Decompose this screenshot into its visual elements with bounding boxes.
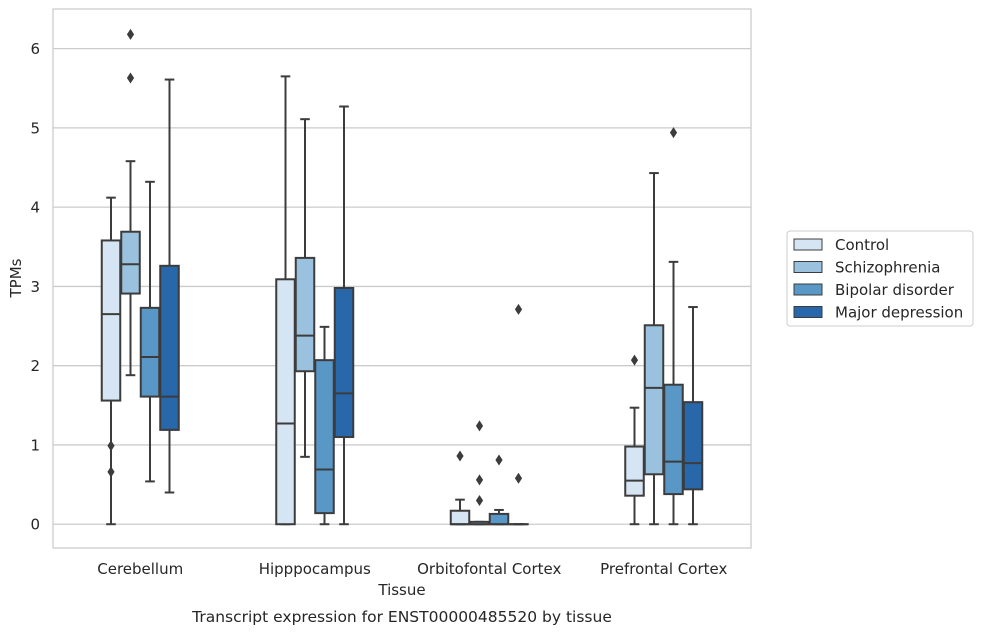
outlier-point (126, 72, 135, 84)
x-tick-label: Orbitofontal Cortex (417, 560, 561, 578)
legend: Control Schizophrenia Bipolar disorder Majo… (786, 230, 974, 327)
box (624, 445, 645, 497)
box-group (488, 454, 510, 526)
outlier-point (495, 454, 503, 466)
box-group (139, 180, 161, 483)
box (100, 239, 122, 402)
box-plots (100, 28, 704, 526)
legend-swatch (793, 238, 823, 251)
y-tick-label: 1 (30, 436, 40, 454)
box-group (333, 105, 355, 526)
box (643, 324, 665, 476)
x-axis-label: Tissue (377, 581, 425, 599)
box (159, 264, 180, 431)
box (294, 256, 316, 373)
outlier-point (126, 28, 135, 40)
chart-caption: Transcript expression for ENST0000048552… (191, 608, 612, 626)
box-group (159, 78, 180, 494)
x-tick-label: Cerebellum (97, 560, 183, 578)
box-group (469, 420, 490, 526)
box (314, 359, 335, 515)
legend-swatch (793, 261, 823, 273)
y-tick-label: 5 (30, 119, 40, 137)
legend-label: Bipolar disorder (835, 281, 955, 299)
outlier-point (107, 440, 115, 452)
legend-label: Major depression (835, 304, 963, 322)
outlier-point (475, 494, 484, 506)
outlier-point (475, 420, 484, 432)
y-tick-label: 4 (30, 199, 40, 217)
x-tick-label: Hipppocampus (259, 560, 371, 578)
box (488, 512, 510, 526)
box (682, 401, 704, 491)
x-tick-label: Prefrontal Cortex (600, 560, 727, 578)
outlier-point (475, 474, 484, 486)
x-tick-labels: Cerebellum Hipppocampus Orbitofontal Corte… (97, 560, 727, 578)
box (120, 230, 141, 295)
outlier-point (456, 450, 464, 462)
y-tick-labels: 0 1 2 3 4 5 6 (30, 40, 40, 534)
legend-label: Control (835, 236, 889, 254)
plot-frame (52, 8, 752, 549)
box (663, 383, 684, 496)
legend-swatch (793, 306, 823, 318)
box-group (100, 196, 122, 526)
outlier-point (630, 354, 639, 366)
box-group (275, 75, 296, 526)
box (139, 306, 161, 398)
y-tick-label: 2 (30, 357, 40, 375)
legend-swatch (793, 283, 823, 296)
box-group (643, 172, 665, 526)
box-group (294, 118, 316, 458)
outlier-point (514, 472, 523, 484)
y-tick-label: 3 (30, 278, 40, 296)
box-group (508, 303, 529, 526)
box-group (682, 306, 704, 526)
box-group (663, 127, 684, 526)
y-tick-label: 0 (30, 516, 40, 534)
outlier-point (514, 303, 523, 315)
outlier-point (107, 466, 115, 478)
box-group (120, 28, 141, 377)
box (449, 509, 471, 526)
box-group (449, 450, 471, 526)
y-axis-label: TPMs (7, 258, 25, 298)
legend-frame (786, 230, 974, 327)
outlier-point (669, 127, 678, 139)
y-tick-label: 6 (30, 40, 40, 58)
legend-label: Schizophrenia (835, 259, 940, 277)
box (333, 287, 355, 439)
box (275, 278, 296, 526)
